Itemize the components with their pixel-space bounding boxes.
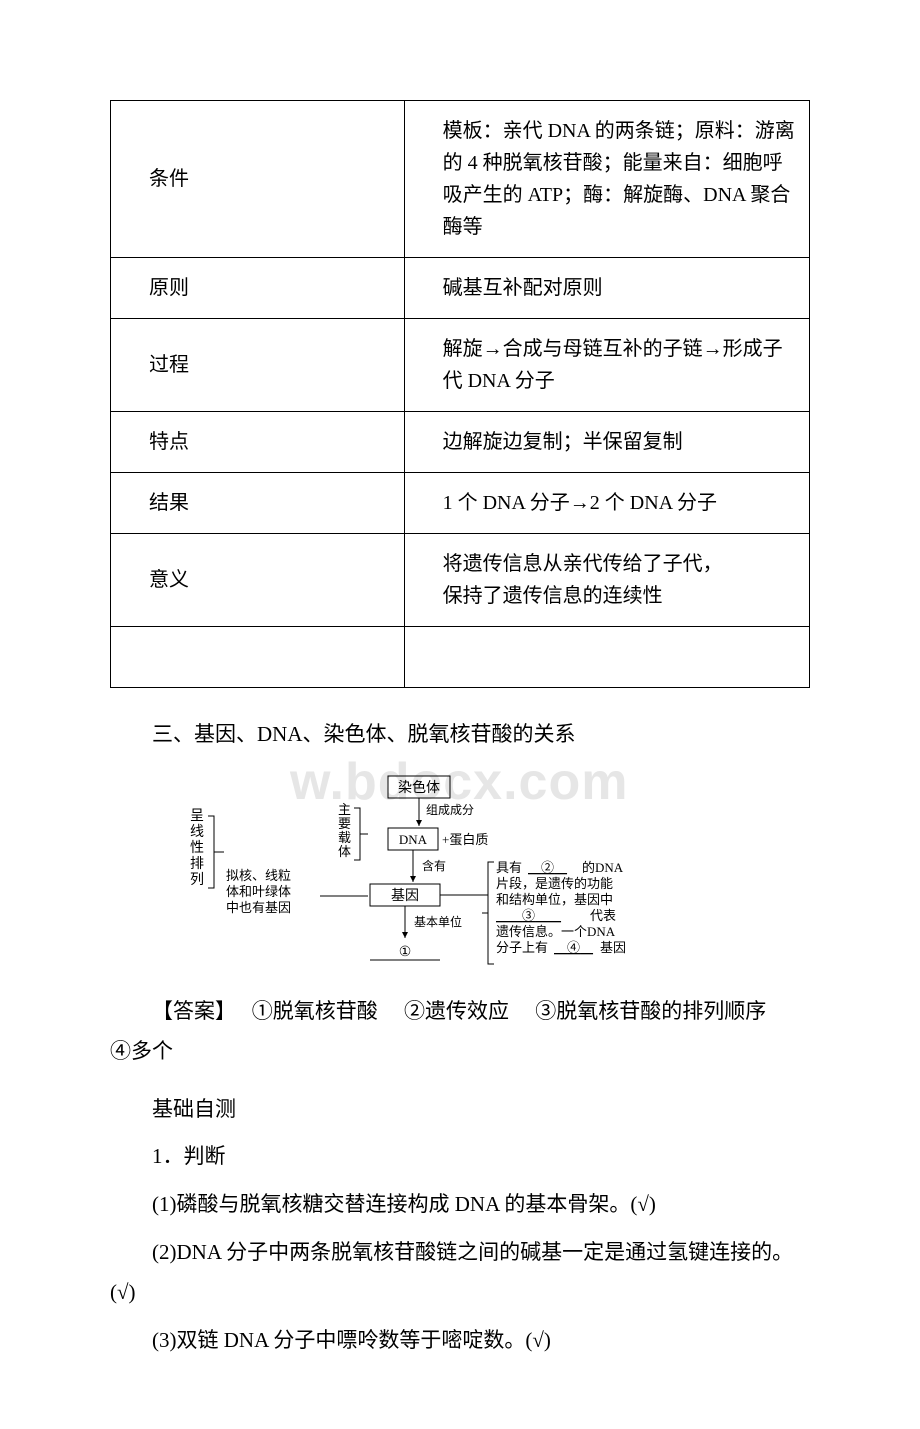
row-label: 意义	[111, 534, 405, 627]
table-row: 条件 模板：亲代 DNA 的两条链；原料：游离的 4 种脱氧核苷酸；能量来自：细…	[111, 101, 810, 258]
empty-cell	[404, 627, 809, 688]
section-3-heading: 三、基因、DNA、染色体、脱氧核苷酸的关系	[110, 716, 810, 754]
right-annotation: 具有 ② 的DNA 片段，是遗传的功能 和结构单位，基因中 ③ 代表 遗传信息。…	[496, 860, 626, 955]
answer-4: ④多个	[110, 1039, 173, 1063]
empty-cell	[111, 627, 405, 688]
row-label: 特点	[111, 412, 405, 473]
answer-prefix: 【答案】	[152, 999, 226, 1023]
blank-1: ①	[399, 945, 412, 960]
left-annotation: 拟核、线粒 体和叶绿体 中也有基因	[226, 868, 294, 915]
node-dna: DNA	[399, 832, 428, 847]
row-content: 边解旋边复制；半保留复制	[404, 412, 809, 473]
table-row: 意义 将遗传信息从亲代传给了子代， 保持了遗传信息的连续性	[111, 534, 810, 627]
arrow-label-component: 组成成分	[426, 803, 474, 817]
carrier-label: 主 要 载 体	[338, 802, 354, 859]
dna-replication-table: 条件 模板：亲代 DNA 的两条链；原料：游离的 4 种脱氧核苷酸；能量来自：细…	[110, 100, 810, 688]
row-label: 结果	[111, 473, 405, 534]
vertical-label: 呈 线 性 排 列	[190, 809, 208, 888]
row-content: 模板：亲代 DNA 的两条链；原料：游离的 4 种脱氧核苷酸；能量来自：细胞呼吸…	[404, 101, 809, 258]
node-gene: 基因	[391, 887, 419, 904]
plus-protein: +蛋白质	[442, 832, 488, 847]
selftest-item: (2)DNA 分子中两条脱氧核苷酸链之间的碱基一定是通过氢键连接的。(√)	[110, 1233, 810, 1313]
selftest-heading: 基础自测	[110, 1090, 810, 1130]
relationship-diagram: w.bdocx.com 呈 线 性 排 列 拟核、线粒 体和叶绿体	[170, 768, 710, 978]
answer-3: ③脱氧核苷酸的排列顺序	[535, 999, 766, 1023]
answer-2: ②遗传效应	[404, 999, 509, 1023]
row-content: 1 个 DNA 分子→2 个 DNA 分子	[404, 473, 809, 534]
row-label: 过程	[111, 319, 405, 412]
arrow-label-unit: 基本单位	[414, 914, 462, 929]
table-row-empty	[111, 627, 810, 688]
diagram-svg: 呈 线 性 排 列 拟核、线粒 体和叶绿体 中也有基因 主 要 载	[170, 768, 710, 978]
answer-line: 【答案】 ①脱氧核苷酸 ②遗传效应 ③脱氧核苷酸的排列顺序 ④多个	[110, 992, 810, 1072]
answer-1: ①脱氧核苷酸	[252, 999, 378, 1023]
node-chromosome: 染色体	[398, 779, 440, 796]
q1-heading: 1．判断	[110, 1137, 810, 1177]
table-row: 原则 碱基互补配对原则	[111, 258, 810, 319]
table-row: 过程 解旋→合成与母链互补的子链→形成子代 DNA 分子	[111, 319, 810, 412]
row-label: 条件	[111, 101, 405, 258]
row-label: 原则	[111, 258, 405, 319]
arrow-label-contains: 含有	[422, 858, 446, 873]
table-row: 结果 1 个 DNA 分子→2 个 DNA 分子	[111, 473, 810, 534]
row-content: 碱基互补配对原则	[404, 258, 809, 319]
row-content: 将遗传信息从亲代传给了子代， 保持了遗传信息的连续性	[404, 534, 809, 627]
selftest-item: (1)磷酸与脱氧核糖交替连接构成 DNA 的基本骨架。(√)	[110, 1185, 810, 1225]
selftest-item: (3)双链 DNA 分子中嘌呤数等于嘧啶数。(√)	[110, 1321, 810, 1361]
row-content: 解旋→合成与母链互补的子链→形成子代 DNA 分子	[404, 319, 809, 412]
table-row: 特点 边解旋边复制；半保留复制	[111, 412, 810, 473]
